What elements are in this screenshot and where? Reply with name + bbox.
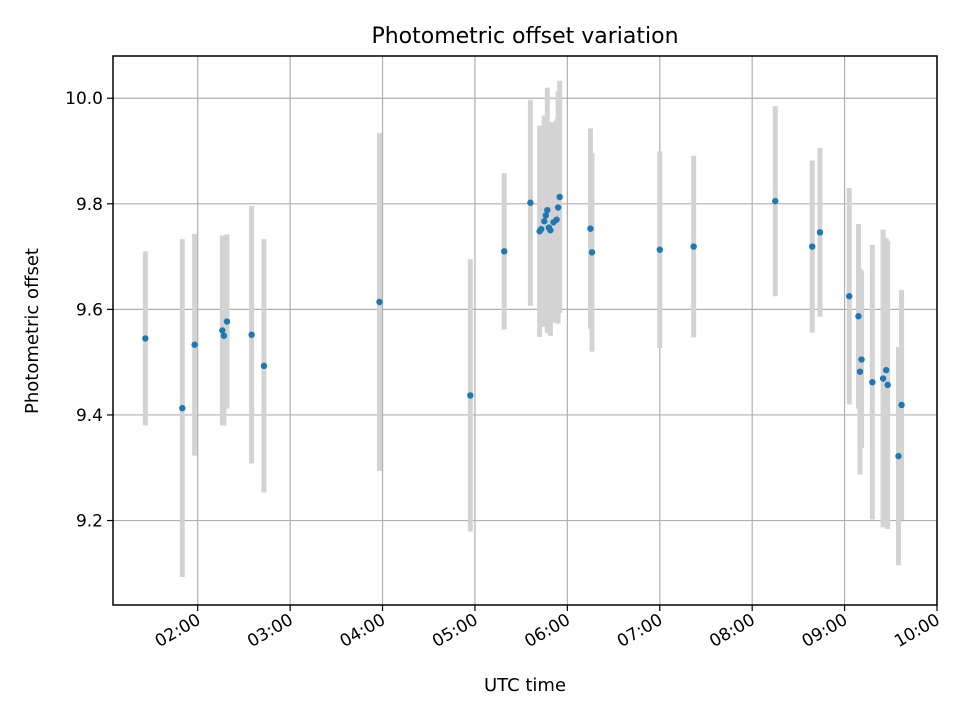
data-point [895,452,902,460]
data-point [191,341,198,348]
data-point [547,227,554,234]
data-point [542,212,549,219]
data-point [882,366,890,374]
data-point [856,368,864,375]
data-point [855,313,862,320]
data-point [142,335,149,342]
data-point [376,298,383,306]
data-point [690,243,697,250]
data-point [544,206,551,214]
data-point [260,362,268,370]
data-point [879,375,887,382]
data-point [248,331,255,338]
data-point [223,318,231,325]
data-point [553,216,560,223]
data-points [142,193,905,460]
data-point [809,243,816,250]
y-tick-label: 9.4 [76,406,103,426]
data-point [884,381,891,389]
data-point [846,292,853,300]
data-point [858,356,865,363]
y-tick-label: 10.0 [65,89,103,109]
x-axis-label: UTC time [484,675,566,696]
y-tick-label: 9.6 [76,300,103,320]
data-point [527,199,534,206]
data-point [220,332,228,339]
data-point [816,229,824,236]
chart-title: Photometric offset variation [371,24,678,49]
data-point [467,392,474,399]
data-point [179,404,186,412]
y-tick-label: 9.2 [76,512,103,532]
plot-frame [112,55,938,606]
data-point [898,401,905,409]
data-point [537,225,545,233]
y-tick-label: 9.8 [76,195,103,215]
data-point [869,379,876,386]
data-point [554,204,562,211]
data-point [541,218,548,225]
data-point [556,193,563,201]
data-point [588,249,596,256]
data-point [656,246,663,253]
data-point [501,248,508,255]
y-axis-label: Photometric offset [22,248,43,414]
data-point [219,327,226,334]
data-point [772,197,779,205]
data-point [587,225,594,232]
